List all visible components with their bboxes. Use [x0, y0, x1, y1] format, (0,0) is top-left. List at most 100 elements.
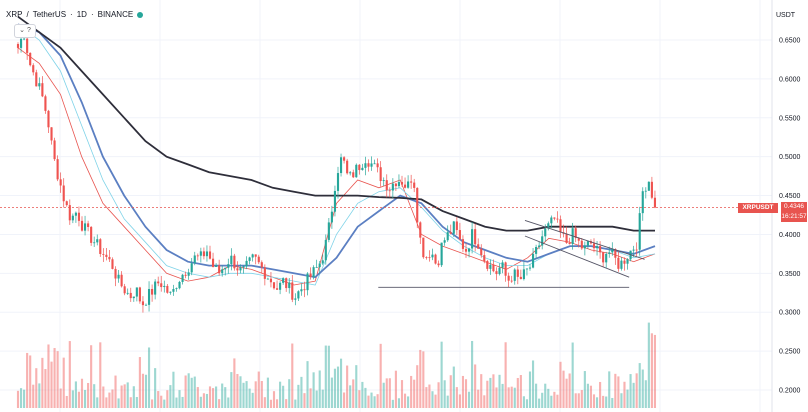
candle-body: [574, 228, 577, 239]
candle-body: [236, 268, 239, 271]
candle-body: [16, 44, 20, 48]
volume-bar: [330, 377, 333, 408]
candle-body: [50, 127, 53, 141]
lower-trendline: [524, 235, 630, 278]
candle-body: [538, 245, 541, 247]
candle-body: [410, 181, 413, 183]
volume-bar: [571, 342, 574, 408]
volume-bar: [187, 373, 190, 408]
price-scale-label: 0.2000: [779, 388, 801, 395]
candle-body: [117, 274, 120, 279]
candle-body: [114, 268, 117, 279]
candle-body: [215, 265, 218, 267]
volume-bar: [208, 386, 212, 408]
candle-body: [163, 285, 166, 288]
candle-body: [208, 251, 212, 259]
volume-bar: [157, 391, 160, 408]
candle-body: [343, 157, 346, 161]
candle-body: [205, 251, 209, 257]
volume-bar: [623, 381, 626, 408]
volume-bar: [339, 358, 343, 408]
candle-body: [172, 289, 175, 292]
candle-body: [403, 184, 407, 188]
candle-body: [141, 301, 145, 306]
candle-body: [227, 264, 230, 268]
candle-body: [461, 239, 465, 249]
volume-bar: [626, 389, 629, 408]
candle-body: [544, 228, 547, 237]
volume-bar: [218, 399, 221, 408]
moving-average-line: [17, 24, 656, 286]
candle-body: [486, 261, 489, 269]
candle-body: [431, 254, 434, 258]
candle-body: [77, 212, 81, 221]
volume-bar: [535, 383, 538, 408]
price-scale-label: 0.6500: [779, 38, 801, 45]
moving-average-line: [17, 23, 656, 279]
last-price-value: 0.4346: [784, 203, 804, 210]
volume-bar: [315, 390, 318, 408]
volume-bar: [215, 386, 218, 408]
candle-body: [443, 240, 446, 243]
price-scale-label: 0.4500: [779, 193, 801, 200]
volume-bar: [538, 398, 541, 408]
volume-bar: [80, 378, 84, 408]
candle-body: [282, 278, 285, 283]
volume-bar: [62, 357, 65, 408]
candle-body: [483, 255, 486, 262]
candle-body: [211, 258, 215, 267]
price-scale-label: 0.3000: [779, 310, 801, 317]
candle-body: [53, 140, 56, 160]
volume-bar: [154, 368, 157, 408]
candle-body: [477, 244, 480, 249]
candle-body: [83, 223, 87, 231]
candle-body: [617, 257, 620, 269]
volume-bar: [547, 388, 550, 408]
volume-bar: [431, 391, 434, 408]
candle-body: [556, 218, 559, 220]
volume-bar: [458, 394, 461, 408]
interval[interactable]: 1D: [76, 10, 87, 19]
symbol-name[interactable]: XRP: [6, 10, 23, 19]
volume-bar: [434, 394, 437, 408]
volume-bar: [382, 382, 385, 408]
candle-body: [501, 262, 504, 268]
volume-bar: [446, 395, 449, 408]
volume-bar: [269, 399, 273, 408]
volume-bar: [297, 384, 300, 408]
volume-bar: [474, 364, 477, 408]
volume-bar: [105, 397, 108, 408]
candle-body: [315, 267, 318, 268]
volume-bar: [211, 388, 215, 408]
volume-bar: [227, 397, 230, 408]
candle-body: [474, 229, 477, 245]
volume-bar: [111, 389, 114, 408]
scale-currency[interactable]: USDT: [776, 12, 796, 19]
candle-body: [400, 182, 404, 185]
candle-body: [513, 269, 516, 281]
candle-body: [147, 288, 151, 305]
volume-bar: [629, 374, 632, 408]
volume-bar: [595, 397, 599, 408]
volume-bar: [288, 379, 291, 408]
candle-body: [96, 239, 99, 243]
candle-body: [632, 249, 635, 251]
price-scale[interactable]: 0.6500 0.6000 0.5500 0.5000 0.4500 0.4000 0.35…: [779, 38, 801, 395]
volume-bar: [291, 343, 294, 408]
candle-body: [385, 180, 388, 191]
volume-bar: [120, 385, 123, 408]
candle-body: [437, 263, 440, 266]
candle-body: [367, 163, 370, 167]
candle-body: [550, 217, 553, 224]
candle-body: [291, 282, 294, 300]
legend-collapse-button[interactable]: ⌄ ?: [14, 24, 36, 38]
candle-body: [154, 281, 157, 295]
volume-bar: [574, 393, 577, 408]
volume-bar: [68, 341, 71, 408]
volume-bar: [565, 378, 568, 408]
candle-body: [379, 167, 382, 182]
volume-bar: [501, 383, 504, 408]
volume-bar: [309, 388, 312, 408]
volume-bar: [266, 377, 269, 408]
